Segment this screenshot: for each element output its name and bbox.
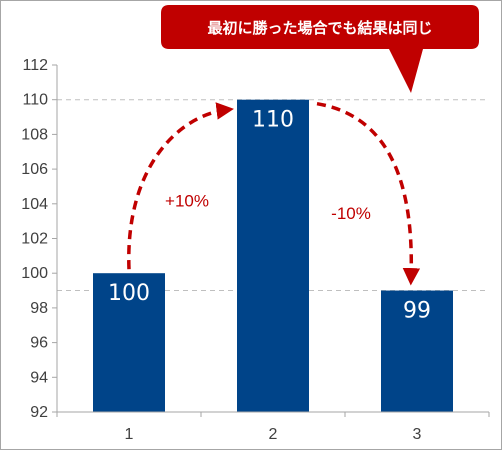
y-axis: 92 94 96 98 100 102 104 106 108 110 112 (21, 57, 58, 421)
arrows: +10% -10% (127, 101, 421, 286)
y-tick-label-96: 96 (30, 335, 48, 352)
y-tick-label-110: 110 (22, 92, 48, 109)
y-tick-label-100: 100 (21, 265, 48, 282)
bar-data-label-3: 99 (403, 299, 431, 324)
y-tick-label-94: 94 (30, 369, 48, 386)
arrow-label-2: -10% (331, 204, 371, 223)
x-axis: 1 2 3 (56, 411, 490, 443)
y-tick-label-104: 104 (21, 196, 48, 213)
callout-text: 最初に勝った場合でも結果は同じ (207, 19, 432, 37)
x-tick-label-2: 2 (269, 426, 278, 443)
y-tick-label-92: 92 (30, 404, 48, 421)
bar-data-label-1: 100 (108, 281, 150, 306)
arrow-2 (316, 101, 421, 286)
x-tick-label-3: 3 (413, 426, 422, 443)
y-tick-label-102: 102 (21, 231, 48, 248)
bars: 100 110 99 (93, 99, 453, 412)
y-tick-label-108: 108 (21, 126, 48, 143)
arrow-label-1: +10% (165, 191, 209, 210)
bar-2 (237, 99, 309, 412)
y-tick-label-112: 112 (22, 57, 48, 74)
bar-data-label-2: 110 (252, 108, 294, 133)
bar-1 (93, 273, 165, 412)
x-tick-label-1: 1 (125, 426, 134, 443)
arrow-1 (127, 102, 234, 270)
bar-3 (381, 290, 453, 412)
y-tick-label-106: 106 (21, 161, 48, 178)
callout-box (161, 5, 479, 93)
y-tick-label-98: 98 (30, 300, 48, 317)
callout: 最初に勝った場合でも結果は同じ (161, 5, 479, 93)
